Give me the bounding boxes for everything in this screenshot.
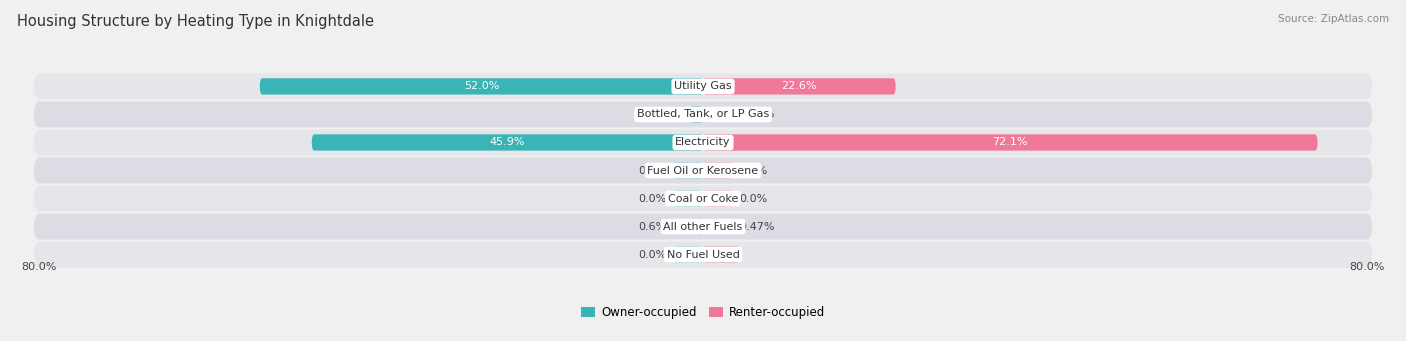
Text: 0.0%: 0.0% — [638, 250, 666, 260]
Text: 0.0%: 0.0% — [740, 194, 768, 204]
Text: Utility Gas: Utility Gas — [675, 81, 731, 91]
FancyBboxPatch shape — [34, 214, 1372, 239]
FancyBboxPatch shape — [34, 102, 1372, 127]
Text: 52.0%: 52.0% — [464, 81, 499, 91]
FancyBboxPatch shape — [703, 190, 733, 207]
FancyBboxPatch shape — [673, 190, 703, 207]
FancyBboxPatch shape — [673, 162, 703, 179]
FancyBboxPatch shape — [312, 134, 703, 151]
FancyBboxPatch shape — [703, 162, 733, 179]
Text: Housing Structure by Heating Type in Knightdale: Housing Structure by Heating Type in Kni… — [17, 14, 374, 29]
FancyBboxPatch shape — [703, 134, 1317, 151]
FancyBboxPatch shape — [673, 247, 703, 263]
FancyBboxPatch shape — [703, 247, 740, 263]
FancyBboxPatch shape — [703, 106, 709, 122]
Text: 0.62%: 0.62% — [740, 109, 775, 119]
FancyBboxPatch shape — [34, 130, 1372, 155]
Text: Fuel Oil or Kerosene: Fuel Oil or Kerosene — [647, 165, 759, 176]
Text: 80.0%: 80.0% — [21, 262, 56, 272]
Text: 0.6%: 0.6% — [638, 222, 666, 232]
Text: 0.0%: 0.0% — [638, 194, 666, 204]
Text: 0.0%: 0.0% — [740, 165, 768, 176]
Text: Bottled, Tank, or LP Gas: Bottled, Tank, or LP Gas — [637, 109, 769, 119]
Text: Coal or Coke: Coal or Coke — [668, 194, 738, 204]
FancyBboxPatch shape — [34, 242, 1372, 267]
Text: 0.0%: 0.0% — [638, 165, 666, 176]
Text: 72.1%: 72.1% — [993, 137, 1028, 147]
Text: Source: ZipAtlas.com: Source: ZipAtlas.com — [1278, 14, 1389, 24]
Text: 22.6%: 22.6% — [782, 81, 817, 91]
Text: 45.9%: 45.9% — [489, 137, 524, 147]
FancyBboxPatch shape — [260, 78, 703, 94]
Text: 1.5%: 1.5% — [638, 109, 666, 119]
FancyBboxPatch shape — [34, 158, 1372, 183]
Text: 0.47%: 0.47% — [740, 222, 775, 232]
FancyBboxPatch shape — [34, 74, 1372, 99]
Text: Electricity: Electricity — [675, 137, 731, 147]
Text: All other Fuels: All other Fuels — [664, 222, 742, 232]
FancyBboxPatch shape — [697, 219, 703, 235]
FancyBboxPatch shape — [703, 78, 896, 94]
Text: 4.3%: 4.3% — [707, 250, 735, 260]
Text: 80.0%: 80.0% — [1350, 262, 1385, 272]
FancyBboxPatch shape — [34, 186, 1372, 211]
FancyBboxPatch shape — [690, 106, 703, 122]
FancyBboxPatch shape — [703, 219, 707, 235]
Legend: Owner-occupied, Renter-occupied: Owner-occupied, Renter-occupied — [576, 302, 830, 324]
Text: No Fuel Used: No Fuel Used — [666, 250, 740, 260]
